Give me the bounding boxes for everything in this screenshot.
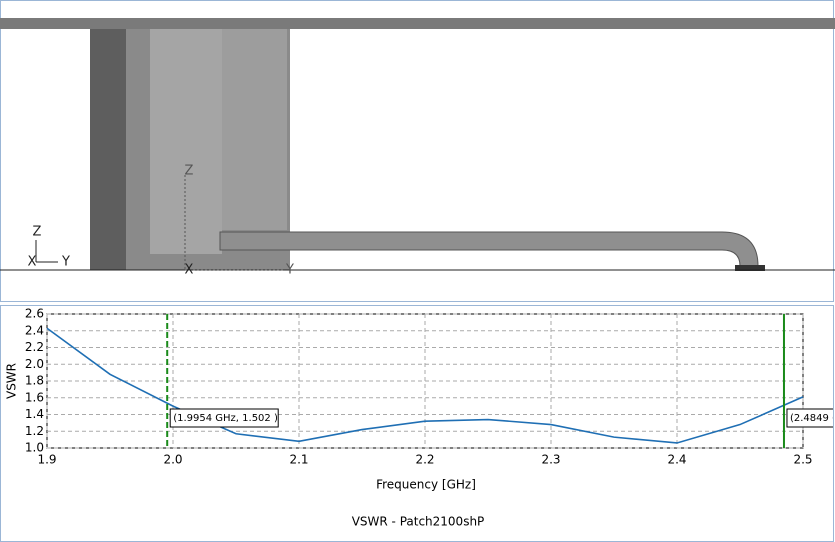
axis-label: X (185, 263, 194, 278)
y-tick-label: 1.0 (25, 441, 44, 455)
patch-side (222, 29, 287, 230)
x-tick-label: 2.1 (289, 453, 308, 467)
x-tick-label: 2.4 (667, 453, 686, 467)
x-tick-label: 2.3 (541, 453, 560, 467)
chart-title: VSWR - Patch2100shP (352, 515, 485, 529)
marker-box (786, 408, 833, 428)
y-axis-label: VSWR (5, 363, 19, 399)
x-tick-label: 2.0 (163, 453, 182, 467)
axis-label: Z (33, 225, 42, 240)
x-tick-label: 2.5 (793, 453, 812, 467)
marker-label: (1.9954 GHz, 1.502 ) (173, 413, 278, 424)
axis-label: Z (185, 164, 194, 179)
x-tick-label: 1.9 (37, 453, 56, 467)
y-tick-label: 2.6 (25, 307, 44, 321)
marker-box (169, 408, 279, 428)
y-tick-label: 1.2 (25, 424, 44, 438)
substrate-side (90, 29, 126, 270)
y-tick-label: 1.6 (25, 390, 44, 404)
y-tick-label: 2.4 (25, 323, 44, 337)
axis-label: X (28, 255, 37, 270)
vswr-line (46, 327, 804, 444)
y-tick-label: 1.8 (25, 374, 44, 388)
axis-label: Y (61, 255, 70, 270)
ground-plane-top (0, 18, 835, 29)
x-axis-label: Frequency [GHz] (376, 478, 476, 492)
marker-label: (2.4849 ( (790, 413, 835, 424)
y-tick-label: 2.0 (25, 357, 44, 371)
y-tick-label: 2.2 (25, 340, 44, 354)
feed-pillar (150, 29, 222, 254)
y-tick-label: 1.4 (25, 407, 44, 421)
pipe-end (735, 265, 765, 271)
axis-label: Y (285, 263, 294, 278)
x-tick-label: 2.2 (415, 453, 434, 467)
